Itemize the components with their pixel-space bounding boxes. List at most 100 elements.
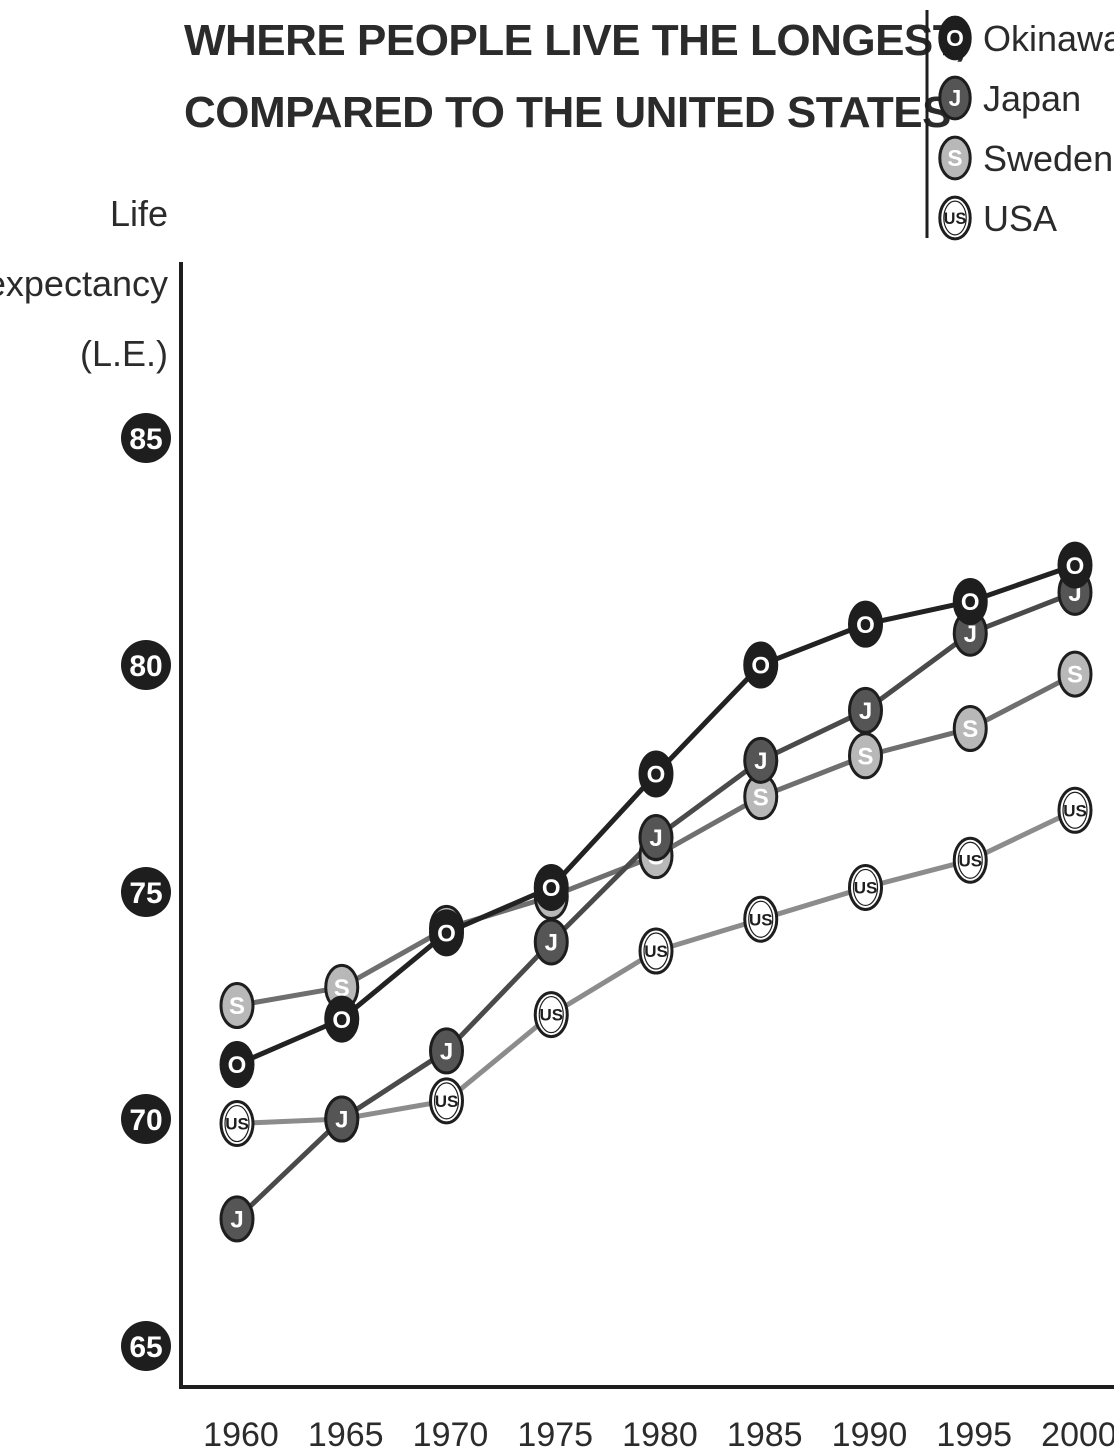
marker-label: US	[435, 1092, 459, 1111]
marker-label: J	[440, 1039, 453, 1066]
marker-inner-ring	[852, 868, 879, 907]
marker-shape	[743, 895, 779, 943]
title-line-1: WHERE PEOPLE LIVE THE LONGEST,	[184, 16, 966, 65]
marker-shape	[638, 814, 674, 862]
marker-okinawa-1970: O	[429, 909, 464, 957]
marker-shape	[938, 15, 972, 61]
marker-inner-ring	[748, 900, 774, 938]
marker-shape	[743, 736, 779, 784]
marker-label: US	[1063, 801, 1087, 820]
marker-usa-1960: US	[219, 1100, 255, 1148]
marker-shape	[533, 991, 569, 1039]
marker-shape	[1057, 786, 1093, 834]
marker-shape	[952, 836, 988, 884]
marker-label: J	[949, 85, 962, 111]
marker-label: US	[944, 210, 967, 228]
marker-shape	[324, 1095, 360, 1143]
marker-sweden-1985: S	[743, 773, 779, 821]
y-tick-badge-75	[121, 867, 171, 917]
marker-shape	[429, 909, 464, 957]
marker-inner-ring	[643, 932, 669, 970]
marker-legend-usa: US	[938, 195, 972, 241]
marker-shape	[848, 863, 883, 911]
x-tick-label-1975: 1975	[517, 1416, 593, 1454]
x-tick-label-2000: 2000	[1041, 1416, 1114, 1454]
marker-shape	[952, 577, 988, 625]
y-axis-label: Life expectancy (L.E.)	[0, 193, 168, 374]
marker-shape	[219, 1195, 255, 1243]
marker-shape	[848, 600, 883, 648]
marker-usa-2000: US	[1057, 786, 1093, 834]
marker-label: O	[437, 921, 456, 948]
marker-label: S	[1067, 662, 1083, 689]
legend-label-usa: USA	[983, 198, 1057, 239]
marker-usa-1980: US	[638, 927, 674, 975]
marker-shape	[533, 863, 569, 911]
marker-label: S	[947, 145, 962, 171]
marker-okinawa-1990: O	[848, 600, 883, 648]
marker-shape	[1057, 650, 1093, 698]
marker-legend-okinawa: O	[938, 15, 972, 61]
marker-label: J	[545, 930, 558, 957]
x-tick-label-1990: 1990	[832, 1416, 908, 1454]
marker-shape	[743, 641, 779, 689]
y-axis-label-line-3: (L.E.)	[80, 333, 168, 374]
x-tick-label-1995: 1995	[936, 1416, 1012, 1454]
marker-label: US	[854, 879, 878, 898]
y-tick-label-85: 85	[129, 423, 162, 456]
marker-label: US	[225, 1115, 249, 1134]
marker-label: S	[229, 993, 245, 1020]
y-tick-label-70: 70	[129, 1104, 162, 1137]
marker-okinawa-2000: O	[1057, 541, 1093, 589]
marker-sweden-2000: S	[1057, 650, 1093, 698]
marker-shape	[429, 1077, 464, 1125]
marker-inner-ring	[224, 1104, 250, 1143]
x-tick-label-1960: 1960	[203, 1416, 279, 1454]
marker-shape	[848, 686, 883, 734]
marker-label: US	[644, 942, 668, 961]
marker-label: O	[332, 1007, 351, 1034]
marker-label: O	[228, 1052, 247, 1079]
marker-label: S	[857, 743, 873, 770]
x-axis-ticks: 1960 1965 1970 1975 1980 1985 1990 1995 2000	[203, 1416, 1114, 1454]
marker-label: O	[647, 762, 666, 789]
marker-shape	[219, 1041, 255, 1089]
marker-japan-1965: J	[324, 1095, 360, 1143]
legend-label-sweden: Sweden	[983, 138, 1113, 179]
marker-sweden-1990: S	[848, 732, 883, 780]
y-axis-label-line-2: expectancy	[0, 263, 168, 304]
y-tick-label-75: 75	[129, 877, 162, 910]
marker-shape	[324, 995, 360, 1043]
marker-shape	[533, 918, 569, 966]
marker-japan-1960: J	[219, 1195, 255, 1243]
marker-japan-1990: J	[848, 686, 883, 734]
marker-inner-ring	[943, 200, 967, 236]
marker-okinawa-1975: O	[533, 863, 569, 911]
marker-usa-1995: US	[952, 836, 988, 884]
y-axis-ticks: 65 70 75 80 85	[121, 413, 171, 1371]
legend-item-usa: US USA	[938, 195, 1057, 241]
marker-shape	[938, 195, 972, 241]
legend-item-japan: J Japan	[938, 75, 1081, 121]
y-tick-badge-65	[121, 1321, 171, 1371]
marker-shape	[638, 750, 674, 798]
marker-label: O	[751, 653, 770, 680]
marker-label: S	[753, 784, 769, 811]
marker-label: J	[230, 1207, 243, 1234]
axes	[179, 262, 1114, 1389]
marker-usa-1975: US	[533, 991, 569, 1039]
marker-label: J	[859, 698, 872, 725]
legend: O Okinawa J Japan S Sweden US USA	[925, 10, 1114, 241]
marker-shape	[938, 75, 972, 121]
marker-shape	[952, 705, 988, 753]
x-tick-label-1970: 1970	[413, 1416, 489, 1454]
marker-shape	[1057, 541, 1093, 589]
marker-legend-sweden: S	[938, 135, 972, 181]
marker-shape	[429, 1027, 464, 1075]
marker-label: J	[649, 825, 662, 852]
marker-shape	[219, 982, 255, 1029]
x-tick-label-1980: 1980	[622, 1416, 698, 1454]
marker-okinawa-1980: O	[638, 750, 674, 798]
marker-label: US	[958, 851, 982, 870]
